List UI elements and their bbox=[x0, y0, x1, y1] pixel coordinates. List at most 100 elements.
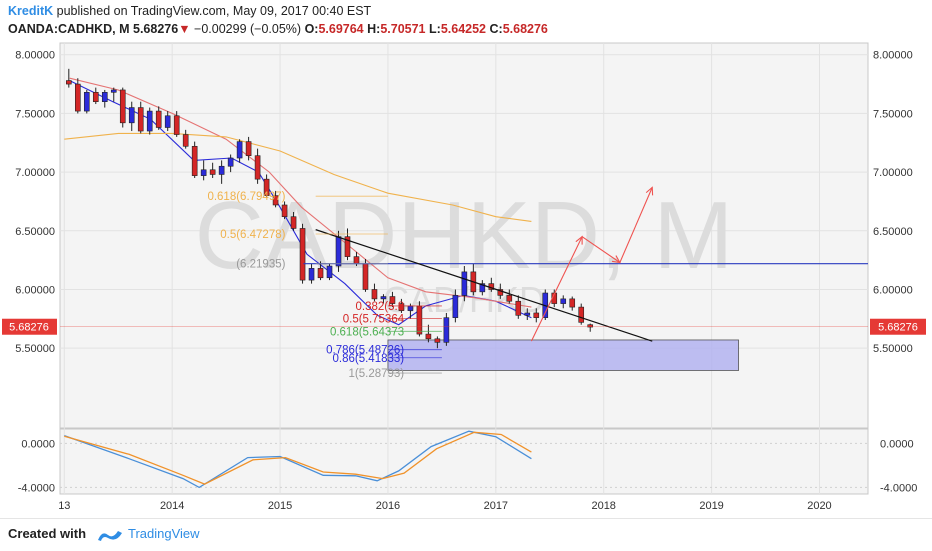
oscillator-signal-line bbox=[64, 431, 532, 485]
candle-body bbox=[200, 169, 207, 176]
current-price-tag-right bbox=[870, 318, 926, 335]
candle-body bbox=[227, 157, 234, 167]
trendline bbox=[315, 229, 653, 342]
candle-body bbox=[326, 265, 333, 279]
x-tick-label: 2017 bbox=[484, 500, 508, 512]
author-link[interactable]: KreditK bbox=[8, 4, 54, 18]
candle-body bbox=[407, 305, 414, 311]
osc-tick-label-right: -4.0000 bbox=[880, 482, 917, 494]
low-value: 5.64252 bbox=[440, 22, 486, 36]
x-tick-label: 2014 bbox=[160, 500, 184, 512]
osc-tick-label-left: 0.0000 bbox=[21, 438, 55, 450]
candle-body bbox=[245, 141, 252, 156]
candle-body bbox=[344, 236, 351, 257]
current-price-label-right: 5.68276 bbox=[878, 322, 918, 334]
candle-body bbox=[236, 141, 243, 159]
fib-level-label: 0.786(5.48726) bbox=[326, 345, 404, 357]
candle-body bbox=[533, 312, 540, 318]
candle-body bbox=[308, 268, 315, 281]
y-tick-label-right: 6.00000 bbox=[873, 284, 913, 296]
projection-arrowhead bbox=[575, 235, 583, 245]
close-label: C: bbox=[489, 22, 503, 36]
price-change: −0.00299 (−0.05%) bbox=[194, 22, 302, 36]
oscillator-macd-line bbox=[64, 430, 532, 489]
candle-body bbox=[317, 268, 324, 279]
candle-body bbox=[515, 300, 522, 316]
y-tick-label-right: 8.00000 bbox=[873, 50, 913, 62]
candle-body bbox=[92, 91, 99, 102]
y-tick-label-left: 6.50000 bbox=[15, 226, 55, 238]
candle-body bbox=[119, 89, 126, 124]
candle-body bbox=[164, 115, 171, 128]
candle-body bbox=[74, 83, 81, 112]
created-with-label: Created with bbox=[8, 526, 87, 541]
projection-arrowhead bbox=[611, 255, 621, 264]
y-tick-label-left: 8.00000 bbox=[15, 50, 55, 62]
candle-body bbox=[254, 155, 261, 180]
candle-body bbox=[191, 145, 198, 176]
candle-body bbox=[353, 256, 360, 264]
current-price-tag-left bbox=[2, 318, 57, 335]
candle-body bbox=[101, 91, 108, 102]
candle-body bbox=[110, 89, 117, 93]
x-tick-label: 2020 bbox=[807, 500, 831, 512]
current-price-label-left: 5.68276 bbox=[9, 322, 49, 334]
candle-body bbox=[137, 107, 144, 132]
x-tick-label: 2016 bbox=[376, 500, 400, 512]
osc-tick-label-left: -4.0000 bbox=[18, 482, 55, 494]
fib-level-label: 1(5.28793) bbox=[349, 368, 405, 380]
tradingview-logo-icon bbox=[98, 531, 122, 541]
publish-info: published on TradingView.com, May 09, 20… bbox=[56, 4, 372, 18]
y-tick-label-left: 5.50000 bbox=[15, 343, 55, 355]
candle-body bbox=[497, 289, 504, 296]
candle-body bbox=[362, 263, 369, 290]
x-tick-label: 13 bbox=[58, 500, 70, 512]
moving-average-long bbox=[64, 132, 532, 222]
candle-body bbox=[434, 338, 441, 343]
oscillator-pane[interactable] bbox=[59, 428, 869, 495]
candle-body bbox=[416, 305, 423, 335]
candle-body bbox=[272, 195, 279, 206]
candle-body bbox=[335, 236, 342, 267]
price-chart[interactable]: CADHKD, M CAD/HKD 0.618(6.79497)0.5(6.47… bbox=[0, 40, 932, 518]
fib-level-label: 0.382(5.8 bbox=[356, 301, 405, 313]
candle-body bbox=[380, 296, 387, 300]
last-price: 5.68276 bbox=[133, 22, 179, 36]
high-value: 5.70571 bbox=[380, 22, 426, 36]
candle-body bbox=[83, 91, 90, 112]
fib-level-label: 0.5(5.75364 bbox=[343, 313, 405, 325]
tradingview-link[interactable]: TradingView bbox=[128, 526, 200, 541]
close-value: 5.68276 bbox=[502, 22, 548, 36]
support-zone bbox=[387, 339, 739, 371]
fib-level-label: 0.5(6.47278) bbox=[220, 229, 285, 241]
projection-arrowhead bbox=[645, 186, 654, 196]
y-tick-label-left: 7.50000 bbox=[15, 108, 55, 120]
candle-body bbox=[290, 216, 297, 229]
candle-body bbox=[578, 306, 585, 323]
fib-level-label: 0.618(5.64373 bbox=[330, 326, 404, 338]
projection-path bbox=[530, 187, 653, 342]
y-tick-label-right: 6.50000 bbox=[873, 226, 913, 238]
candle-body bbox=[569, 298, 576, 308]
candle-body bbox=[155, 110, 162, 128]
y-tick-label-right: 7.00000 bbox=[873, 167, 913, 179]
candle-body bbox=[281, 204, 288, 218]
candle-body bbox=[587, 324, 594, 328]
y-tick-label-right: 5.50000 bbox=[873, 343, 913, 355]
candle-body bbox=[452, 295, 459, 318]
x-tick-label: 2015 bbox=[268, 500, 292, 512]
osc-tick-label-right: 0.0000 bbox=[880, 438, 914, 450]
candle-body bbox=[66, 80, 72, 85]
chart-header: KreditK published on TradingView.com, Ma… bbox=[0, 0, 932, 40]
candle-body bbox=[560, 298, 567, 304]
candle-body bbox=[146, 110, 153, 132]
open-value: 5.69764 bbox=[318, 22, 364, 36]
fib-level-label: 0.618(6.79497) bbox=[207, 191, 285, 203]
y-tick-label-right: 7.50000 bbox=[873, 108, 913, 120]
open-label: O: bbox=[304, 22, 319, 36]
fib-level-label: 0.86(5.41833) bbox=[333, 353, 405, 365]
candle-body bbox=[425, 333, 432, 340]
x-tick-label: 2019 bbox=[699, 500, 723, 512]
symbol-line: OANDA:CADHKD, M 5.68276▼ −0.00299 (−0.05… bbox=[8, 22, 548, 36]
y-tick-label-left: 6.00000 bbox=[15, 284, 55, 296]
